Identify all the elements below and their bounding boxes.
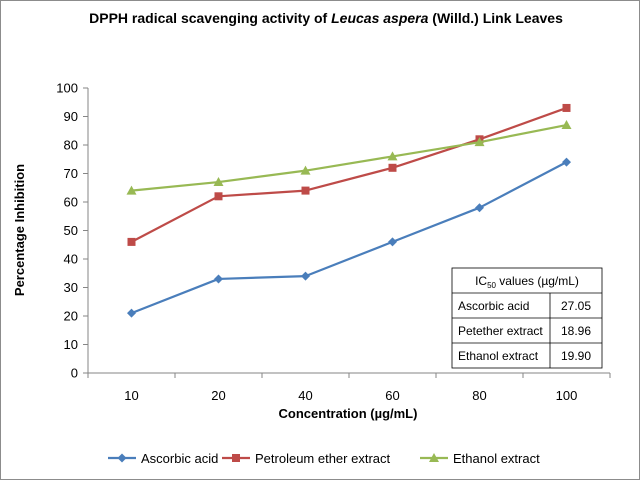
ic50-table: IC50 values (µg/mL) Ascorbic acid 27.05 Pe… [451,267,603,369]
ic50-rows: Ascorbic acid 27.05 Petether extract 18.96 E… [458,299,591,363]
ic50-row-label: Ethanol extract [458,349,539,363]
series-1 [127,157,571,318]
x-axis-title: Concentration (µg/mL) [279,406,418,421]
x-tick-label: 20 [211,388,225,403]
y-tick-label: 30 [64,280,78,295]
data-point-marker [214,192,223,201]
data-point-marker [117,453,127,463]
y-axis-title: Percentage Inhibition [12,164,27,296]
title-part-2: Leucas aspera [331,10,428,26]
ic50-row-value: 18.96 [561,324,591,338]
x-tick-label: 10 [124,388,138,403]
data-point-marker [475,203,484,213]
data-point-marker [127,237,136,246]
legend-item: Ascorbic acid [108,451,218,466]
x-ticks: 10 20 40 60 80 100 [87,373,611,403]
series-2 [127,103,571,246]
data-point-marker [213,177,224,187]
ic50-row: Ascorbic acid 27.05 [458,299,591,313]
legend-item: Ethanol extract [420,451,540,466]
y-tick-label: 60 [64,195,78,210]
series-layer [126,103,572,318]
data-point-marker [301,186,310,195]
data-point-marker [214,274,223,284]
data-point-marker [127,308,136,318]
chart-title: DPPH radical scavenging activity of Leuc… [89,10,563,26]
ic50-table-header: IC50 values (µg/mL) [475,274,579,290]
series-line [131,123,567,192]
series-line [131,161,568,315]
x-tick-label: 60 [385,388,399,403]
data-point-marker [388,237,397,247]
y-tick-label: 90 [64,109,78,124]
data-point-marker [562,157,571,167]
ic50-row: Ethanol extract 19.90 [458,349,591,363]
x-tick-label: 40 [298,388,312,403]
data-point-marker [301,271,310,281]
data-point-marker [388,163,397,172]
y-tick-label: 100 [56,81,78,96]
y-tick-label: 70 [64,166,78,181]
data-point-marker [429,453,439,462]
data-point-marker [300,165,311,175]
ic50-row: Petether extract 18.96 [458,324,591,338]
y-tick-label: 20 [64,309,78,324]
ic50-row-label: Petether extract [458,324,543,338]
data-point-marker [561,120,572,130]
ic50-row-label: Ascorbic acid [458,299,529,313]
legend-label: Ascorbic acid [141,451,218,466]
y-tick-label: 10 [64,337,78,352]
legend-item: Petroleum ether extract [222,451,391,466]
y-ticks: 0 10 20 30 40 50 60 70 80 90 100 [56,81,88,381]
x-tick-label: 100 [556,388,578,403]
y-tick-label: 0 [71,366,78,381]
x-tick-label: 80 [472,388,486,403]
data-point-marker [562,103,571,112]
y-tick-label: 50 [64,223,78,238]
ic50-row-value: 19.90 [561,349,591,363]
y-tick-label: 40 [64,252,78,267]
legend: Ascorbic acid Petroleum ether extract Etha… [108,451,540,466]
legend-label: Petroleum ether extract [255,451,391,466]
series-3 [126,120,572,195]
ic50-row-value: 27.05 [561,299,591,313]
series-line [130,106,567,243]
data-point-marker [126,185,137,195]
data-point-marker [474,137,485,147]
data-point-marker [232,454,240,462]
y-tick-label: 80 [64,138,78,153]
title-part-1: DPPH radical scavenging activity of [89,10,331,26]
title-part-3: (Willd.) Link Leaves [428,10,563,26]
data-point-marker [387,151,398,161]
legend-label: Ethanol extract [453,451,540,466]
